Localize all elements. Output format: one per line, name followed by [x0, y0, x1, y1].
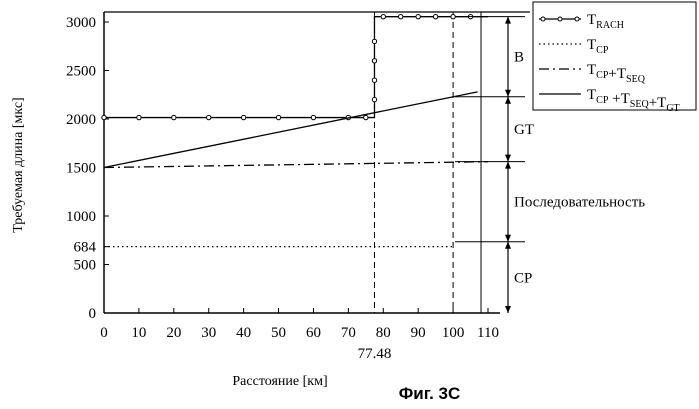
annotation-label: B [514, 50, 524, 66]
x-axis-label: Расстояние [км] [232, 374, 327, 389]
annotation-arrowhead [505, 241, 511, 249]
series-marker [206, 114, 212, 121]
y-tick-label: 2000 [66, 112, 96, 128]
legend-marker [540, 16, 546, 22]
x-tick-label: 60 [306, 325, 321, 341]
y-tick-label: 1500 [66, 161, 96, 177]
annotation-arrowhead [505, 306, 511, 313]
y-tick-label: 2500 [66, 64, 96, 80]
x-tick-label: 50 [271, 325, 286, 341]
series-marker [136, 114, 142, 121]
legend-label: TCP +TSEQ+TGT [587, 87, 680, 114]
series-marker [310, 114, 317, 121]
annotation-label: Последовательность [514, 195, 645, 211]
x-tick-label-extra: 77.48 [358, 346, 392, 362]
x-tick-label: 70 [341, 325, 356, 341]
series-marker [371, 77, 378, 83]
series-marker [380, 13, 386, 20]
x-tick-label: 30 [201, 325, 216, 341]
legend-label: TCP+TSEQ [587, 62, 646, 85]
annotation-arrowhead [505, 96, 511, 104]
series-marker [371, 58, 378, 64]
y-tick-label: 0 [89, 306, 97, 322]
annotation-arrowhead [505, 234, 511, 242]
series-marker [101, 114, 107, 121]
series-marker [371, 38, 378, 45]
annotation-label: GT [514, 122, 534, 138]
annotation-arrowhead [505, 161, 511, 169]
y-tick-label: 3000 [66, 15, 96, 31]
series-line [103, 91, 478, 169]
series-marker [371, 96, 378, 103]
annotation-arrowhead [505, 16, 511, 24]
series-marker [398, 13, 404, 20]
legend-label: TCP [587, 37, 609, 56]
legend-marker [574, 16, 580, 22]
figure-caption: Фиг. 3С [398, 384, 461, 403]
annotation-arrowhead [505, 89, 511, 97]
legend-label: TRACH [587, 12, 624, 31]
legend-marker [557, 16, 563, 22]
x-tick-label: 0 [100, 325, 108, 341]
series-line [103, 161, 489, 169]
x-tick-label: 10 [131, 325, 146, 341]
x-tick-label: 100 [442, 325, 465, 341]
x-tick-label: 40 [236, 325, 251, 341]
annotation-label: CP [514, 270, 532, 286]
series-marker [415, 13, 421, 20]
y-axis-label: Требуемая длина [мкс] [11, 97, 26, 232]
x-tick-label: 110 [477, 325, 499, 341]
series-marker [432, 13, 439, 20]
y-tick-label: 684 [74, 240, 97, 256]
series-marker [363, 114, 369, 121]
series-marker [240, 114, 247, 121]
series-marker [450, 13, 456, 20]
x-tick-label: 90 [411, 325, 426, 341]
x-tick-label: 20 [166, 325, 181, 341]
annotation-arrowhead [505, 154, 511, 162]
y-tick-label: 500 [74, 258, 97, 274]
y-tick-label: 1000 [66, 209, 96, 225]
series-line [104, 16, 488, 119]
series-marker [275, 114, 282, 121]
series-marker [171, 114, 177, 121]
x-tick-label: 80 [376, 325, 391, 341]
